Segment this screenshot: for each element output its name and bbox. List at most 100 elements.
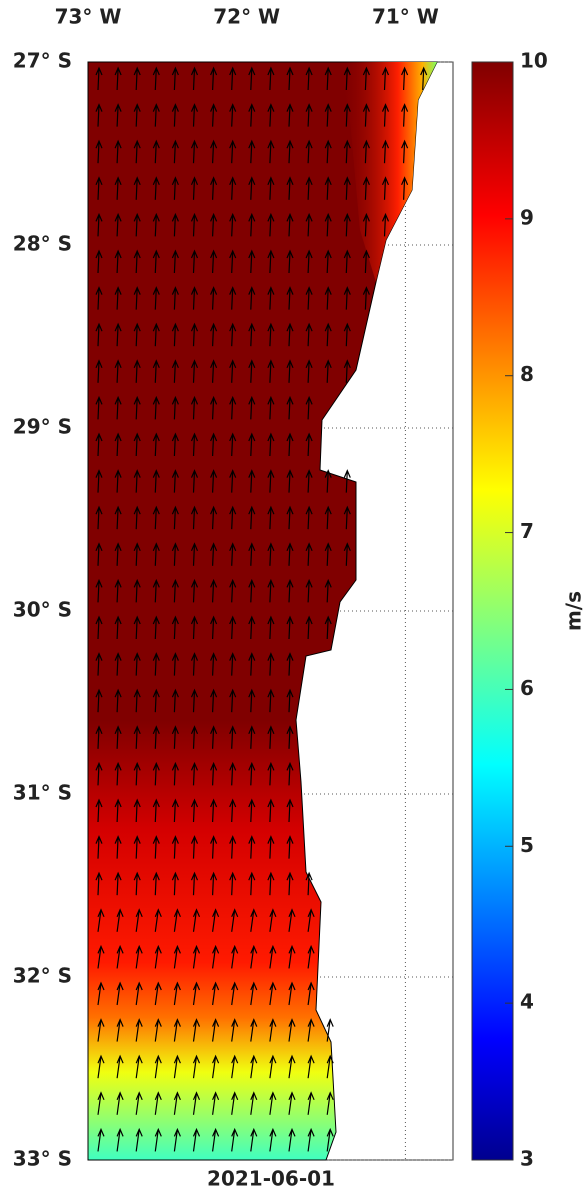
wind-arrow [231,908,239,932]
wind-arrow [362,286,370,310]
wind-arrow [343,103,351,127]
wind-arrow [154,908,162,932]
wind-arrow [171,578,179,603]
lat-tick-label: 28° S [13,232,72,256]
wind-arrow [286,578,294,603]
wind-arrow [286,103,294,127]
colorbar-tick-label: 6 [520,676,534,700]
wind-arrow [286,432,294,457]
wind-arrow [248,761,256,786]
wind-arrow [210,249,218,274]
wind-arrow [248,835,256,859]
wind-arrow [267,286,275,310]
wind-arrow [269,1054,277,1079]
wind-arrow [171,322,179,347]
wind-arrow [152,286,160,310]
wind-arrow [133,652,141,676]
wind-arrow [305,66,313,91]
wind-arrow [381,176,390,200]
wind-arrow [381,66,390,91]
wind-arrow [324,469,332,493]
wind-arrow [190,432,199,457]
wind-arrow [305,103,313,127]
wind-arrow [267,395,275,420]
wind-arrow [190,66,199,91]
wind-arrow [210,798,218,823]
wind-arrow [269,908,277,932]
wind-arrow [362,176,370,200]
wind-arrow [267,578,275,603]
wind-arrow [210,176,218,200]
wind-arrow [114,395,122,420]
wind-arrow [212,944,220,969]
colorbar-tick-label: 7 [520,519,534,543]
wind-arrow [248,395,256,420]
wind-arrow [229,359,237,383]
wind-arrow [305,139,313,164]
wind-arrow [343,469,351,493]
wind-arrow [343,66,351,91]
wind-arrow [248,359,256,383]
wind-arrow [190,286,199,310]
wind-arrow [152,176,160,200]
wind-arrow [210,761,218,786]
wind-arrow [154,1127,162,1152]
wind-arrow [135,1054,143,1079]
lon-tick-label: 73° W [55,5,122,29]
wind-arrow [231,1127,239,1152]
wind-arrow [152,652,160,676]
wind-arrow [190,725,199,749]
wind-arrow [286,322,294,347]
wind-arrow [267,652,275,676]
wind-arrow [135,1018,143,1042]
wind-arrow [190,761,199,786]
wind-arrow [401,139,409,164]
wind-arrow [267,798,275,823]
wind-arrow [171,469,179,493]
wind-arrow [171,505,179,530]
wind-arrow [190,359,199,383]
wind-arrow [116,1091,124,1115]
wind-arrow [190,469,199,493]
wind-arrow [95,652,103,676]
wind-arrow [326,1018,334,1042]
wind-arrow [171,176,179,200]
wind-arrow [286,176,294,200]
wind-arrow [229,688,237,713]
wind-arrow [229,725,237,749]
lon-tick-label: 72° W [213,5,280,29]
wind-arrow [210,286,218,310]
wind-arrow [362,249,370,274]
wind-arrow [305,176,313,200]
wind-arrow [171,542,179,566]
colorbar-tick-label: 9 [520,205,534,229]
wind-arrow [210,103,218,127]
wind-arrow [288,1018,296,1042]
wind-arrow [248,322,256,347]
wind-arrow [190,615,199,640]
wind-arrow [210,652,218,676]
wind-arrow [133,688,141,713]
wind-arrow [135,908,143,932]
wind-arrow [305,505,313,530]
wind-arrow [152,578,160,603]
lon-tick-label: 71° W [372,5,439,29]
wind-arrow [229,542,237,566]
wind-arrow [190,176,199,200]
wind-arrow [97,908,105,932]
wind-arrow [190,871,199,896]
wind-arrow [192,944,201,969]
wind-arrow [324,249,332,274]
wind-arrow [307,1054,315,1079]
wind-arrow [135,944,143,969]
wind-arrow [95,578,103,603]
wind-arrow [286,725,294,749]
wind-arrow [307,908,315,932]
wind-arrow [267,432,275,457]
wind-arrow [248,871,256,896]
wind-arrow [133,432,141,457]
wind-arrow [114,871,122,896]
wind-arrow [171,249,179,274]
wind-arrow [248,798,256,823]
